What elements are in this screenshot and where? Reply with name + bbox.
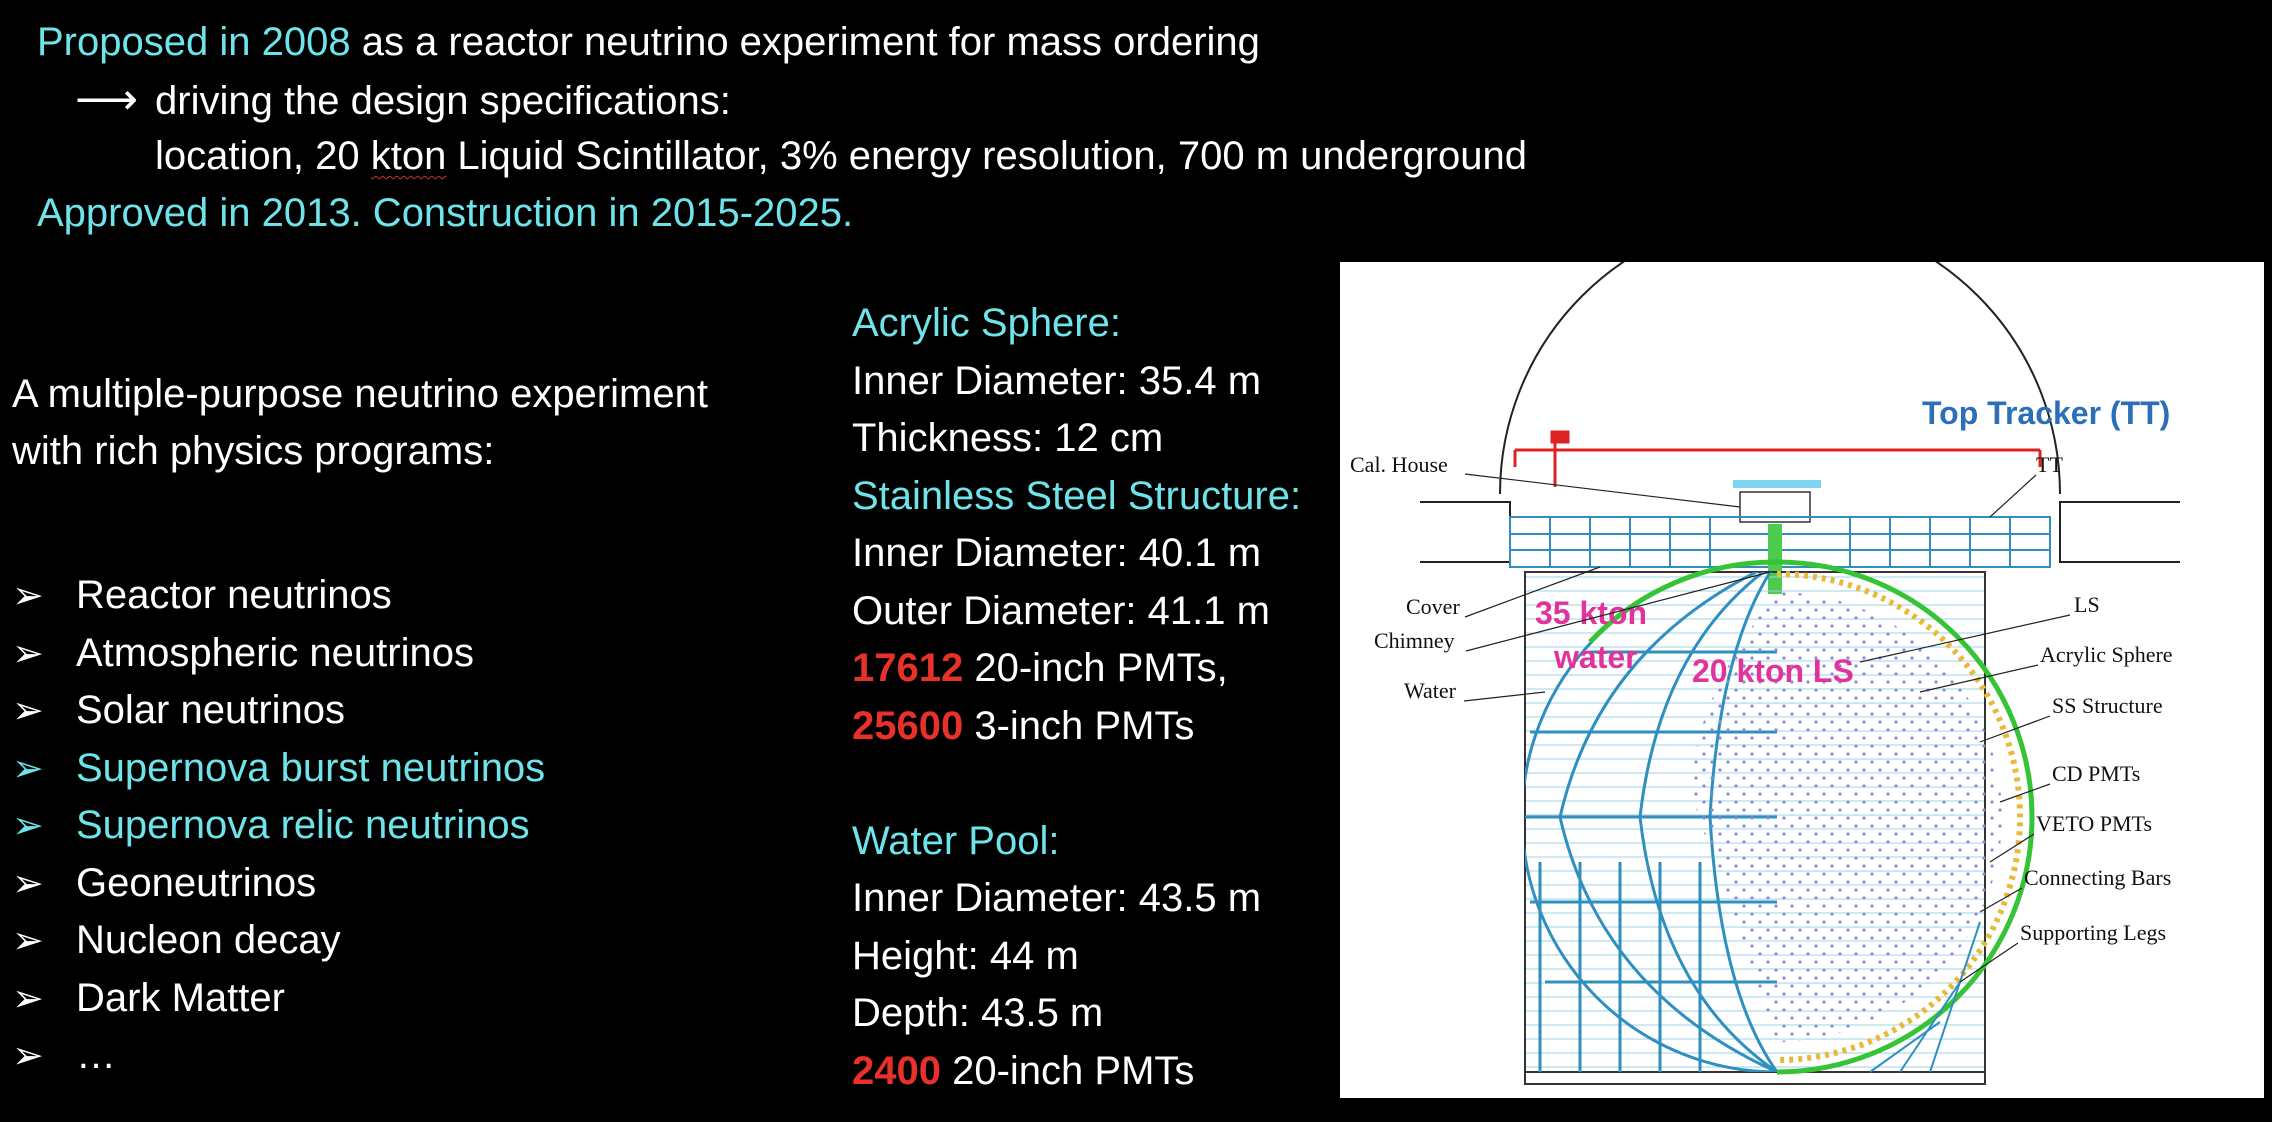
arrowhead-bullet-icon: ➢ <box>12 575 44 618</box>
cd-pmt-ring <box>1776 571 2023 1063</box>
pool-inner-diameter: Inner Diameter: 43.5 m <box>852 876 1262 920</box>
cd-pmts-label: CD PMTs <box>2052 761 2140 786</box>
program-label: … <box>76 1033 116 1078</box>
acrylic-title: Acrylic Sphere: <box>852 301 1121 345</box>
proposed-year: Proposed in 2008 <box>37 20 351 64</box>
spec-line-b: Liquid Scintillator, 3% energy resolutio… <box>446 134 1527 178</box>
arrowhead-bullet-icon: ➢ <box>12 632 44 675</box>
spacer <box>852 755 1301 813</box>
supporting-legs <box>1869 921 1981 1073</box>
detector-schematic: Top Tracker (TT) 35 kton water 20 kton L… <box>1350 213 2180 1085</box>
liquid-scintillator <box>1693 592 2002 1042</box>
program-label: Supernova relic neutrinos <box>76 803 530 848</box>
pool-pmt-line: 2400 20-inch PMTs <box>852 1043 1301 1101</box>
tt-label: TT <box>2036 452 2063 477</box>
header-line-2-text: driving the design specifications: <box>155 79 731 123</box>
pool-floor <box>1524 1072 1986 1085</box>
supporting-legs-label: Supporting Legs <box>2020 920 2166 945</box>
intro-line-1: A multiple-purpose neutrino experiment <box>12 372 708 416</box>
arrowhead-bullet-icon: ➢ <box>12 690 44 733</box>
program-label: Nucleon decay <box>76 918 341 963</box>
specs-column: Acrylic Sphere: Inner Diameter: 35.4 m T… <box>852 295 1301 1100</box>
detector-diagram: Top Tracker (TT) 35 kton water 20 kton L… <box>1340 213 2264 1098</box>
arrowhead-bullet-icon: ➢ <box>12 1035 44 1078</box>
ss-inner-diameter: Inner Diameter: 40.1 m <box>852 531 1262 575</box>
program-label: Reactor neutrinos <box>76 573 392 618</box>
program-label: Supernova burst neutrinos <box>76 745 546 790</box>
dome-outline <box>1499 213 2061 495</box>
arrowhead-bullet-icon: ➢ <box>12 747 44 790</box>
spec-line-a: location, 20 <box>155 134 371 178</box>
cover-truss <box>1509 516 2051 568</box>
water-label-2: water <box>1553 639 1638 675</box>
connecting-bars-label: Connecting Bars <box>2024 865 2171 890</box>
program-label: Geoneutrinos <box>76 860 317 905</box>
top-tracker-frame <box>1513 430 2042 487</box>
list-item: ➢ Solar neutrinos <box>12 682 545 740</box>
pmt20-text: 20-inch PMTs, <box>963 646 1228 690</box>
cover-label: Cover <box>1406 594 1460 619</box>
list-item: ➢ Geoneutrinos <box>12 855 545 913</box>
acrylic-thickness: Thickness: 12 cm <box>852 416 1164 460</box>
arrow-icon: ⟶ <box>75 75 139 124</box>
program-label: Solar neutrinos <box>76 688 346 733</box>
pmt3-text: 3-inch PMTs <box>963 703 1195 748</box>
ls-label: 20 kton LS <box>1692 653 1854 689</box>
kton-word: kton <box>370 134 447 178</box>
acrylic-inner-diameter: Inner Diameter: 35.4 m <box>852 358 1262 403</box>
ss-title: Stainless Steel Structure: <box>852 473 1302 518</box>
arrowhead-bullet-icon: ➢ <box>12 920 44 963</box>
pmt20-count: 17612 <box>852 646 964 690</box>
pool-depth: Depth: 43.5 m <box>852 991 1104 1035</box>
arrowhead-bullet-icon: ➢ <box>12 862 44 905</box>
list-item: ➢ Nucleon decay <box>12 912 545 970</box>
list-item: ➢… <box>12 1027 545 1085</box>
ground-left <box>1420 501 1511 563</box>
list-item: ➢ Supernova relic neutrinos <box>12 797 545 855</box>
water-label-1: 35 kton <box>1535 595 1647 631</box>
header-line-2: ⟶ driving the design specifications: <box>75 71 731 130</box>
program-label: Dark Matter <box>76 975 285 1020</box>
pool-title: Water Pool: <box>852 818 1060 863</box>
list-item: ➢ Reactor neutrinos <box>12 567 545 625</box>
pool-height: Height: 44 m <box>852 933 1079 978</box>
pmt3-count: 25600 <box>852 703 964 748</box>
cal-house-label: Cal. House <box>1350 452 1448 477</box>
chimney-label: Chimney <box>1374 628 1455 653</box>
ss-structure-label: SS Structure <box>2052 693 2163 718</box>
pool-pmt-count: 2400 <box>852 1048 941 1093</box>
arrowhead-bullet-icon: ➢ <box>12 805 44 848</box>
water-label: Water <box>1404 678 1457 703</box>
intro-line-2: with rich physics programs: <box>12 429 495 473</box>
list-item: ➢ Atmospheric neutrinos <box>12 625 545 683</box>
acrylic-sphere-label: Acrylic Sphere <box>2040 642 2173 667</box>
list-item: ➢ Dark Matter <box>12 970 545 1028</box>
veto-pmts-label: VETO PMTs <box>2036 811 2152 836</box>
header-line-1-rest: as a reactor neutrino experiment for mas… <box>350 20 1260 64</box>
approved-line: Approved in 2013. Construction in 2015-2… <box>37 191 854 235</box>
header-line-1: Proposed in 2008 as a reactor neutrino e… <box>37 14 1260 71</box>
ls-callout: LS <box>2074 592 2100 617</box>
program-label: Atmospheric neutrinos <box>76 630 474 675</box>
ss-outer-diameter: Outer Diameter: 41.1 m <box>852 588 1270 633</box>
pmt20-line: 17612 20-inch PMTs, <box>852 640 1301 698</box>
physics-program-list: ➢ Reactor neutrinos ➢ Atmospheric neutrino… <box>12 567 545 1085</box>
pool-pmt-text: 20-inch PMTs <box>940 1048 1195 1093</box>
cal-house <box>1733 480 1821 488</box>
ground-right <box>2059 501 2180 563</box>
list-item: ➢ Supernova burst neutrinos <box>12 740 545 798</box>
arrowhead-bullet-icon: ➢ <box>12 977 44 1020</box>
header-line-3: location, 20 kton Liquid Scintillator, 3… <box>155 128 1527 185</box>
top-tracker-label: Top Tracker (TT) <box>1922 395 2170 431</box>
acrylic-sphere-ring <box>1776 559 2035 1075</box>
pmt3-line: 25600 3-inch PMTs <box>852 698 1301 756</box>
